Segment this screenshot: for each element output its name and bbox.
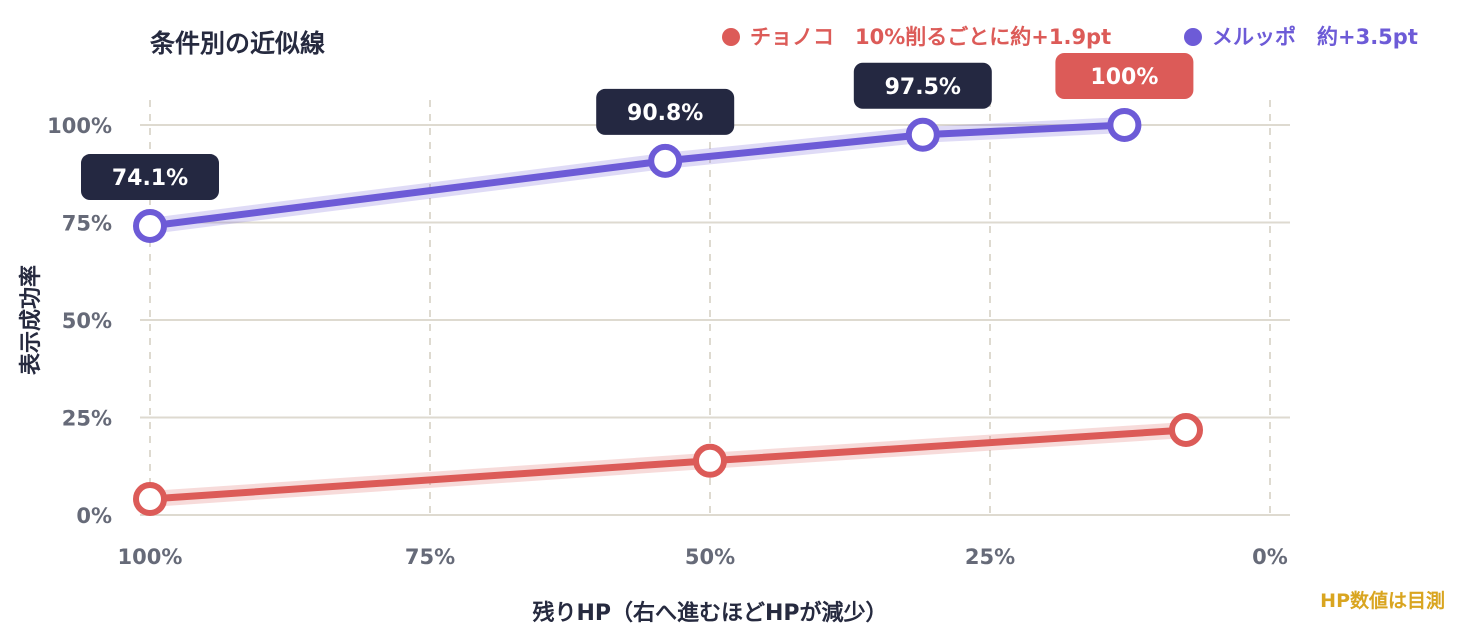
x-tick-label: 75% xyxy=(405,545,455,569)
data-point xyxy=(1107,108,1142,142)
data-label: 90.8% xyxy=(627,101,703,126)
data-label: 100% xyxy=(1090,65,1158,90)
y-axis-ticks: 0% 25% 50% 75% 100% xyxy=(47,114,112,528)
series-layer xyxy=(133,108,1203,517)
x-axis-label: 残りHP（右へ進むほどHPが減少） xyxy=(532,600,887,626)
data-point xyxy=(693,443,727,478)
y-tick-label: 25% xyxy=(62,407,112,431)
x-tick-label: 0% xyxy=(1252,545,1288,569)
series-0 xyxy=(133,412,1203,517)
data-label-badge: 97.5% xyxy=(853,62,992,109)
y-tick-label: 0% xyxy=(76,504,112,528)
series-line xyxy=(146,426,1190,503)
data-labels: 74.1% 90.8% 97.5% 100% xyxy=(81,53,1194,201)
badge-background xyxy=(596,88,735,135)
data-label: 97.5% xyxy=(885,75,961,100)
legend-marker-meruppo xyxy=(1184,28,1202,46)
x-tick-label: 50% xyxy=(685,545,735,569)
x-tick-label: 100% xyxy=(118,545,183,569)
legend-label-meruppo: メルッポ 約+3.5pt xyxy=(1212,25,1418,49)
badge-background xyxy=(81,154,219,201)
y-tick-label: 100% xyxy=(47,114,112,138)
y-tick-label: 50% xyxy=(62,309,112,333)
footnote: HP数値は目測 xyxy=(1320,589,1445,612)
y-tick-label: 75% xyxy=(62,212,112,236)
chart-title: 条件別の近似線 xyxy=(150,29,325,58)
data-point xyxy=(133,209,167,244)
y-axis-label: 表示成功率 xyxy=(18,265,44,375)
data-label-badge: 74.1% xyxy=(81,154,219,201)
legend: チョノコ 10%削るごとに約+1.9pt メルッポ 約+3.5pt xyxy=(722,25,1418,49)
badge-background xyxy=(853,62,992,109)
data-label-badge: 90.8% xyxy=(596,88,735,135)
x-axis-ticks: 100% 75% 50% 25% 0% xyxy=(118,545,1288,569)
data-point xyxy=(1169,412,1203,447)
legend-label-chonoko: チョノコ 10%削るごとに約+1.9pt xyxy=(750,25,1111,49)
data-point xyxy=(133,482,167,517)
data-point xyxy=(905,117,940,152)
series-1 xyxy=(133,108,1142,244)
data-label-badge: 100% xyxy=(1055,53,1194,99)
x-tick-label: 25% xyxy=(965,545,1015,569)
legend-marker-chonoko xyxy=(722,28,740,46)
badge-background xyxy=(1055,53,1194,99)
data-label: 74.1% xyxy=(112,166,188,191)
series-line xyxy=(146,121,1128,230)
data-point xyxy=(648,143,683,178)
